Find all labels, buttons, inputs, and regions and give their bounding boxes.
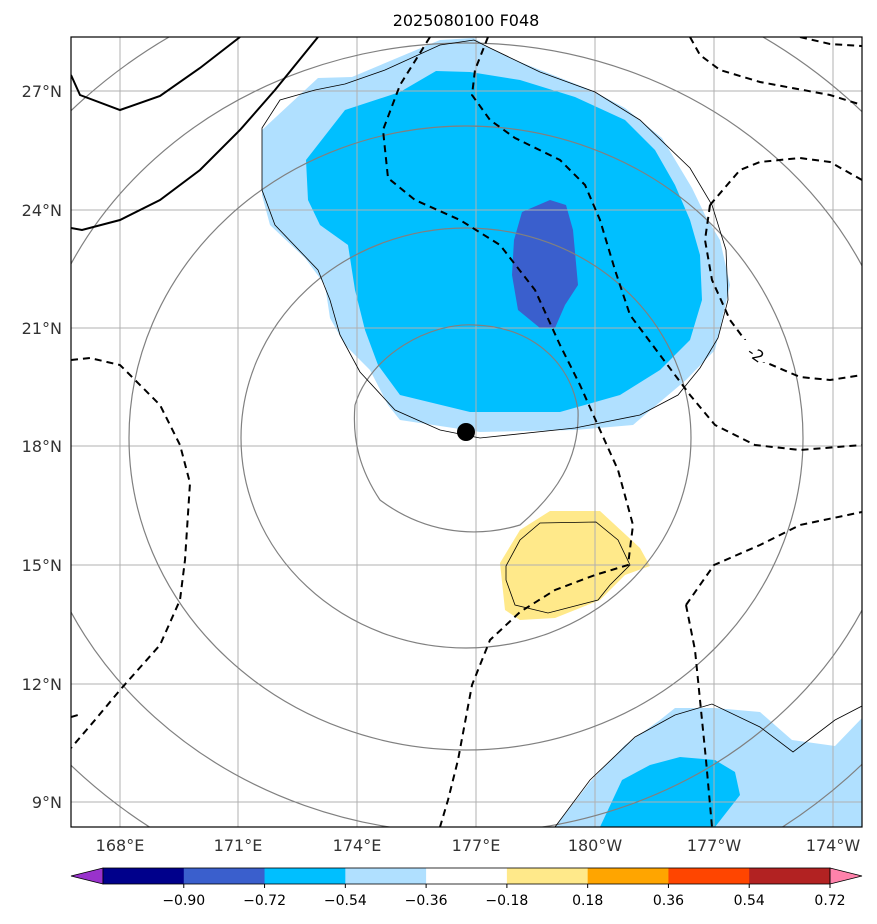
colorbar-extend-low bbox=[70, 867, 104, 885]
map-title: 2025080100 F048 bbox=[393, 11, 540, 30]
lon-tick-labels: 168°E 171°E 174°E 177°E 180°W 177°W 174°… bbox=[96, 836, 861, 855]
colorbar-tick-label: 0.36 bbox=[653, 893, 684, 909]
colorbar-segment bbox=[183, 868, 266, 884]
lat-tick: 12°N bbox=[22, 675, 62, 694]
lon-tick: 180°W bbox=[568, 836, 623, 855]
colorbar-tick-label: −0.72 bbox=[243, 893, 286, 909]
lat-tick: 24°N bbox=[22, 201, 62, 220]
plot-frame bbox=[70, 36, 863, 828]
colorbar: −0.90 −0.72 −0.54 −0.36 −0.18 0.18 0.36 0.54 0.7… bbox=[70, 867, 863, 909]
colorbar-tick-label: −0.36 bbox=[405, 893, 448, 909]
lon-tick: 174°W bbox=[806, 836, 861, 855]
lon-tick: 168°E bbox=[96, 836, 145, 855]
lat-tick: 27°N bbox=[22, 82, 62, 101]
lon-tick: 177°E bbox=[452, 836, 501, 855]
colorbar-segment bbox=[345, 868, 427, 884]
colorbar-tick-label: 0.72 bbox=[814, 893, 845, 909]
lat-tick: 18°N bbox=[22, 437, 62, 456]
shade-blue-south bbox=[600, 757, 740, 827]
colorbar-segment bbox=[587, 868, 669, 884]
colorbar-tick-label: −0.54 bbox=[324, 893, 367, 909]
gridlines bbox=[71, 37, 862, 827]
lat-tick: 15°N bbox=[22, 556, 62, 575]
contour-label-bg bbox=[742, 340, 768, 362]
colorbar-tick-label: 0.54 bbox=[734, 893, 765, 909]
dashed-contours bbox=[71, 37, 862, 827]
shade-dark-blue bbox=[512, 200, 578, 328]
lat-tick: 9°N bbox=[32, 793, 62, 812]
colorbar-segment bbox=[103, 868, 185, 884]
lon-tick: 177°W bbox=[687, 836, 742, 855]
storm-center-marker bbox=[457, 423, 475, 441]
lon-tick: 174°E bbox=[333, 836, 382, 855]
lat-tick: 21°N bbox=[22, 319, 62, 338]
lat-tick-labels: 27°N 24°N 21°N 18°N 15°N 12°N 9°N bbox=[22, 82, 62, 812]
colorbar-segment bbox=[426, 868, 508, 884]
colorbar-segment bbox=[749, 868, 831, 884]
colorbar-segment bbox=[506, 868, 589, 884]
shade-blue-north bbox=[306, 71, 702, 412]
colorbar-tick-label: −0.18 bbox=[485, 893, 528, 909]
colorbar-outline bbox=[102, 867, 831, 885]
colorbar-tick-label: 0.18 bbox=[572, 893, 603, 909]
colorbar-segment bbox=[264, 868, 346, 884]
lon-tick: 171°E bbox=[214, 836, 263, 855]
colorbar-extend-high bbox=[829, 867, 863, 885]
colorbar-segment bbox=[668, 868, 750, 884]
thin-contours bbox=[261, 39, 862, 827]
thick-solid-contours bbox=[71, 37, 319, 232]
colorbar-tick-label: −0.90 bbox=[162, 893, 205, 909]
